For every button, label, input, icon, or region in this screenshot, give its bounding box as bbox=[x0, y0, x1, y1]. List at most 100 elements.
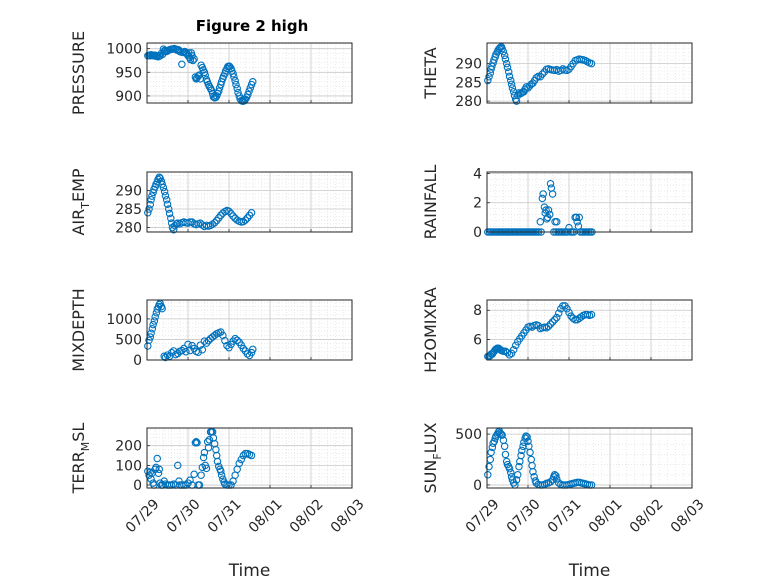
y-tick-label: 6 bbox=[473, 333, 482, 349]
data-point bbox=[504, 68, 513, 76]
data-point bbox=[233, 336, 241, 345]
data-point bbox=[544, 206, 553, 214]
data-point bbox=[554, 309, 563, 317]
subplot-sun-flux: 0 500 07/29 07/30 07/31 08/01 08/02 08/03 SUNFLU… bbox=[421, 422, 708, 581]
subplot-air-temp: 280 285 290 AIRTEMP bbox=[69, 168, 353, 237]
data-point bbox=[239, 344, 248, 353]
data-point bbox=[524, 437, 532, 445]
data-point bbox=[505, 464, 514, 473]
x-tick-label: 08/01 bbox=[246, 496, 286, 536]
data-point bbox=[233, 84, 241, 93]
data-point bbox=[201, 71, 209, 79]
data-point bbox=[189, 56, 197, 65]
data-point bbox=[532, 74, 540, 82]
x-tick-label: 08/02 bbox=[287, 496, 327, 536]
data-point bbox=[498, 431, 506, 439]
data-point bbox=[512, 476, 521, 484]
data-point bbox=[208, 220, 217, 228]
data-point bbox=[167, 214, 175, 223]
subplot-mixdepth: 0 500 1000 MIXDEPTH bbox=[69, 288, 353, 372]
data-point bbox=[182, 348, 190, 356]
data-point bbox=[538, 70, 547, 78]
data-point bbox=[247, 348, 256, 357]
data-point bbox=[178, 346, 186, 355]
data-point bbox=[200, 448, 209, 457]
data-point bbox=[542, 206, 550, 214]
y-tick-label: 4 bbox=[473, 166, 482, 182]
data-point bbox=[546, 179, 555, 188]
data-point bbox=[573, 218, 581, 226]
data-point bbox=[202, 464, 211, 473]
data-point bbox=[244, 90, 252, 99]
data-point bbox=[161, 353, 170, 362]
data-point bbox=[223, 341, 231, 350]
y-tick-label: 280 bbox=[455, 94, 482, 110]
data-point bbox=[572, 213, 581, 222]
data-point bbox=[163, 200, 172, 208]
data-point bbox=[501, 450, 510, 459]
data-point bbox=[587, 59, 596, 68]
data-point bbox=[230, 73, 238, 81]
x-tick-label: 08/03 bbox=[668, 496, 708, 536]
data-point bbox=[241, 216, 250, 224]
data-point bbox=[529, 467, 537, 476]
data-point bbox=[155, 465, 164, 474]
y-tick-label: 1000 bbox=[106, 312, 142, 328]
data-point bbox=[165, 209, 174, 218]
data-point bbox=[155, 173, 164, 181]
y-tick-label: 500 bbox=[115, 332, 142, 348]
data-point bbox=[178, 60, 186, 69]
y-axis-label: PRESSURE bbox=[69, 31, 88, 115]
subplot-pressure: 900 950 1000 PRESSURE bbox=[69, 31, 353, 115]
data-point bbox=[496, 429, 504, 437]
data-point bbox=[148, 325, 157, 333]
data-point bbox=[552, 313, 561, 322]
data-point bbox=[162, 196, 171, 204]
subplot-theta: 280 285 290 THETA bbox=[421, 42, 693, 110]
data-point bbox=[536, 218, 545, 226]
x-tick-label: 08/03 bbox=[328, 496, 368, 536]
x-tick-label: 07/31 bbox=[545, 496, 585, 536]
data-point bbox=[542, 324, 551, 332]
axes-box bbox=[486, 171, 693, 233]
data-point bbox=[587, 310, 596, 319]
data-point bbox=[246, 84, 255, 92]
data-point bbox=[217, 471, 226, 479]
data-point bbox=[207, 86, 216, 94]
figure-title: Figure 2 high bbox=[196, 17, 309, 35]
data-point bbox=[488, 62, 496, 70]
data-point bbox=[523, 433, 531, 441]
y-tick-label: 8 bbox=[473, 303, 482, 319]
data-point bbox=[237, 455, 246, 464]
data-point bbox=[192, 438, 200, 446]
subplot-terr-msl: 0 100 200 07/29 07/30 07/31 08/01 08/02 08/03 TER… bbox=[69, 423, 368, 581]
data-point bbox=[502, 457, 511, 466]
data-point bbox=[552, 218, 561, 226]
data-point bbox=[484, 471, 492, 479]
y-tick-label: 900 bbox=[115, 89, 142, 105]
data-point bbox=[550, 471, 559, 479]
plot-area bbox=[487, 428, 692, 488]
data-point bbox=[231, 334, 239, 343]
data-point bbox=[519, 442, 527, 451]
data-point bbox=[235, 459, 244, 468]
axes-box bbox=[146, 427, 353, 489]
data-point bbox=[247, 451, 256, 460]
data-point bbox=[552, 472, 560, 480]
y-tick-label: 285 bbox=[115, 202, 142, 218]
y-tick-label: 100 bbox=[115, 458, 142, 474]
data-point bbox=[221, 336, 229, 345]
data-point bbox=[217, 211, 225, 220]
data-point bbox=[215, 87, 223, 95]
data-point bbox=[499, 47, 508, 56]
data-point bbox=[231, 77, 239, 85]
data-point bbox=[552, 475, 561, 483]
data-point bbox=[571, 316, 579, 324]
data-point bbox=[226, 62, 234, 71]
data-point bbox=[243, 350, 252, 358]
x-tick-label: 07/30 bbox=[164, 496, 204, 536]
data-point bbox=[186, 218, 194, 226]
data-point bbox=[151, 313, 159, 321]
data-point bbox=[225, 207, 233, 216]
data-point bbox=[194, 348, 203, 356]
